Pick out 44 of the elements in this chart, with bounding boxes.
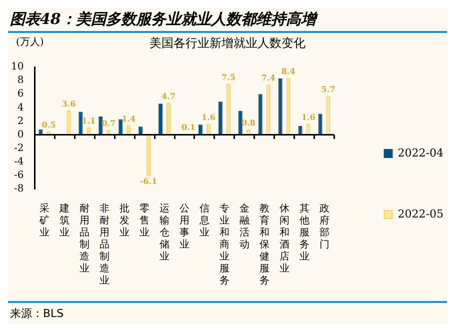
data-label: 0.5	[42, 119, 56, 130]
x-tick-label: 公用事业	[179, 202, 190, 251]
x-tick-label: 建筑业	[58, 202, 70, 239]
data-label: 0.1	[182, 122, 196, 132]
data-label: 5.7	[321, 84, 336, 94]
y-tick-label: -4	[14, 156, 24, 168]
x-tick-label: 其他服务业	[299, 202, 310, 263]
data-label: 7.4	[261, 72, 276, 83]
data-label: 1.4	[122, 113, 136, 124]
y-tick-label: -2	[14, 142, 24, 154]
source-note: 来源：BLS	[8, 301, 447, 324]
data-label: 1.6	[201, 112, 216, 122]
data-label: 7.5	[221, 72, 236, 82]
data-label: 3.6	[62, 98, 76, 108]
x-tick-label: 信息业	[198, 202, 210, 239]
x-tick-label: 专业和商业服务	[219, 202, 230, 287]
x-tick-label: 采矿业	[38, 202, 50, 239]
y-tick-label: 4	[17, 102, 24, 114]
x-tick-label: 教育和保健服务	[259, 204, 270, 287]
data-label: 1.1	[82, 115, 96, 126]
legend-label: 2022-05	[398, 207, 444, 220]
y-tick-label: -6	[14, 170, 24, 182]
x-tick-label: 金融活动	[239, 202, 250, 251]
y-tick-label: -8	[14, 184, 24, 195]
x-tick-label: 政府部门	[319, 204, 330, 251]
x-tick-label: 运输仓储业	[160, 202, 170, 263]
chart-subtitle: 美国各行业新增就业人数变化	[150, 36, 306, 50]
x-tick-label: 非耐用品制造业	[100, 202, 110, 287]
x-tick-label: 休闲和酒店业	[279, 204, 290, 275]
y-tick-label: 0	[17, 129, 24, 140]
x-tick-label: 耐用品制造业	[80, 204, 90, 275]
y-tick-label: 10	[10, 62, 24, 73]
data-label: 8.4	[281, 66, 296, 76]
x-tick-label: 批发业	[120, 202, 130, 239]
y-axis-title: (万人)	[16, 36, 44, 49]
x-tick-label: 零售业	[140, 204, 150, 239]
y-tick-label: 6	[17, 88, 24, 100]
data-label: 1.6	[301, 112, 316, 122]
chart-title: 图表48：美国多数服务业就业人数都维持高增	[8, 8, 447, 33]
data-label: -6.1	[140, 176, 158, 186]
y-tick-label: 2	[17, 116, 24, 127]
data-label: 4.7	[162, 91, 176, 101]
legend-label: 2022-04	[398, 146, 444, 160]
y-tick-label: 8	[17, 75, 24, 86]
